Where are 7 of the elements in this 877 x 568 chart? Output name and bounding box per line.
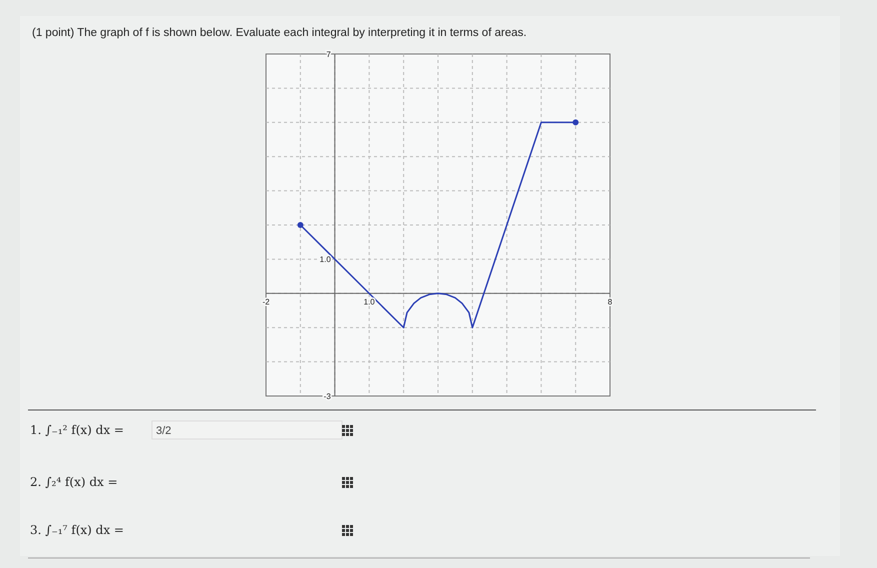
text: 2. ∫₂⁴ f(x) dx =: [30, 475, 118, 489]
text: 1. ∫₋₁² f(x) dx =: [30, 423, 124, 437]
y-tick-label: 1.0: [320, 255, 332, 264]
text: 3. ∫₋₁⁷ f(x) dx =: [30, 523, 124, 537]
chart-title: (1 point) The graph of f is shown below. Evaluate each integral by interpreting it in terms of areas.: [32, 27, 527, 39]
x-tick-label: 1.0: [364, 297, 376, 306]
text: 3/2: [156, 425, 172, 437]
